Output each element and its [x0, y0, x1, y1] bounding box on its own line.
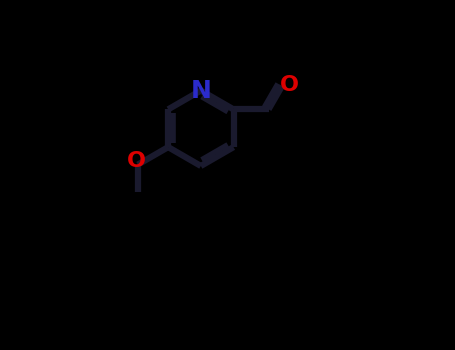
Text: O: O	[280, 75, 299, 95]
Text: O: O	[127, 152, 146, 172]
Text: N: N	[190, 78, 211, 103]
